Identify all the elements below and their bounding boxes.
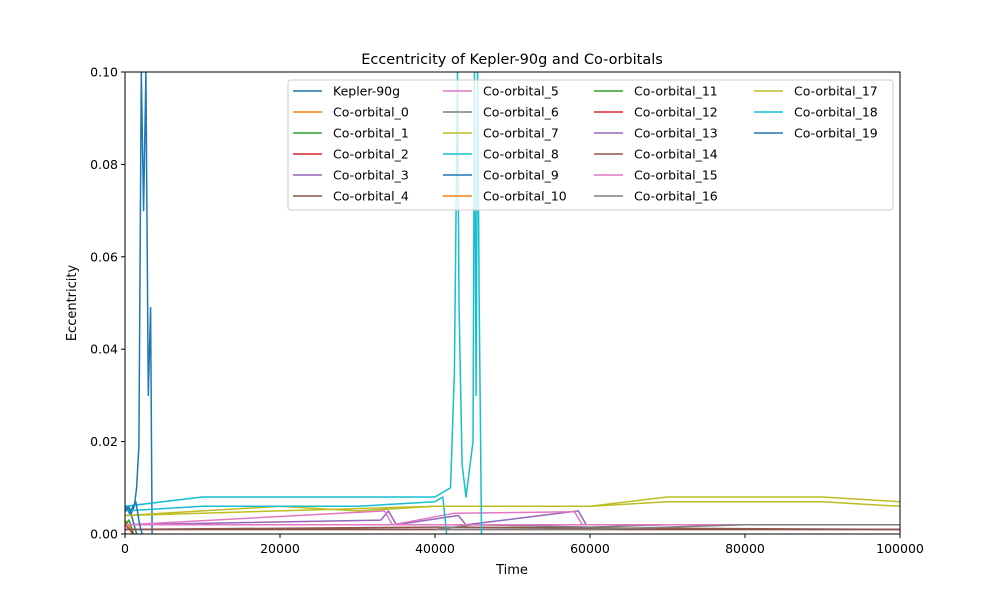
legend-label: Co-orbital_8 <box>483 147 559 162</box>
legend-label: Co-orbital_17 <box>794 84 878 99</box>
x-tick-label: 0 <box>121 541 129 556</box>
legend-label: Co-orbital_13 <box>634 126 718 141</box>
x-axis-label: Time <box>495 563 528 578</box>
y-tick-label: 0.00 <box>90 527 118 542</box>
plot-frame <box>124 71 901 535</box>
x-tick-label: 100000 <box>876 541 924 556</box>
y-tick-label: 0.04 <box>90 342 118 357</box>
legend-label: Co-orbital_11 <box>634 84 718 99</box>
legend-frame <box>287 79 894 211</box>
legend-label: Co-orbital_12 <box>634 105 718 120</box>
legend-label: Co-orbital_9 <box>483 168 559 183</box>
y-tick-label: 0.08 <box>90 157 118 172</box>
legend-label: Co-orbital_6 <box>483 105 559 120</box>
series-layer <box>125 72 900 534</box>
legend-label: Co-orbital_10 <box>483 189 567 204</box>
series-line-5 <box>125 526 900 531</box>
legend-label: Co-orbital_4 <box>333 189 409 204</box>
y-axis: 0.00 0.02 0.04 0.06 0.08 0.10 <box>90 65 125 542</box>
y-axis-label: Eccentricity <box>65 265 80 342</box>
y-tick-label: 0.06 <box>90 249 118 264</box>
legend-label: Co-orbital_5 <box>483 84 559 99</box>
chart-title: Eccentricity of Kepler-90g and Co-orbita… <box>361 52 663 68</box>
legend-label: Co-orbital_19 <box>794 126 878 141</box>
legend-label: Co-orbital_15 <box>634 168 718 183</box>
series-line-20 <box>125 500 143 534</box>
x-tick-label: 80000 <box>725 541 765 556</box>
series-line-19 <box>125 72 483 534</box>
legend-label: Co-orbital_14 <box>634 147 718 162</box>
legend-label: Kepler-90g <box>333 84 400 99</box>
y-tick-label: 0.10 <box>90 65 118 80</box>
legend-label: Co-orbital_16 <box>634 189 718 204</box>
series-line-18 <box>125 496 900 517</box>
series-line-9 <box>125 496 448 534</box>
legend-label: Co-orbital_2 <box>333 147 409 162</box>
x-tick-label: 20000 <box>260 541 300 556</box>
legend-label: Co-orbital_7 <box>483 126 559 141</box>
x-tick-label: 40000 <box>415 541 455 556</box>
series-line-8 <box>125 500 900 517</box>
series-line-4 <box>125 510 587 526</box>
series-line-17 <box>435 524 900 531</box>
series-line-0 <box>125 72 153 534</box>
y-tick-label: 0.02 <box>90 434 118 449</box>
x-tick-label: 60000 <box>570 541 610 556</box>
legend-label: Co-orbital_3 <box>333 168 409 183</box>
legend-label: Co-orbital_18 <box>794 105 878 120</box>
legend-label: Co-orbital_0 <box>333 105 409 120</box>
x-axis: 0 20000 40000 60000 80000 100000 <box>121 534 924 556</box>
legend-label: Co-orbital_1 <box>333 126 409 141</box>
legend: Kepler-90g Co-orbital_0 Co-orbital_1 Co-orb… <box>287 79 894 211</box>
